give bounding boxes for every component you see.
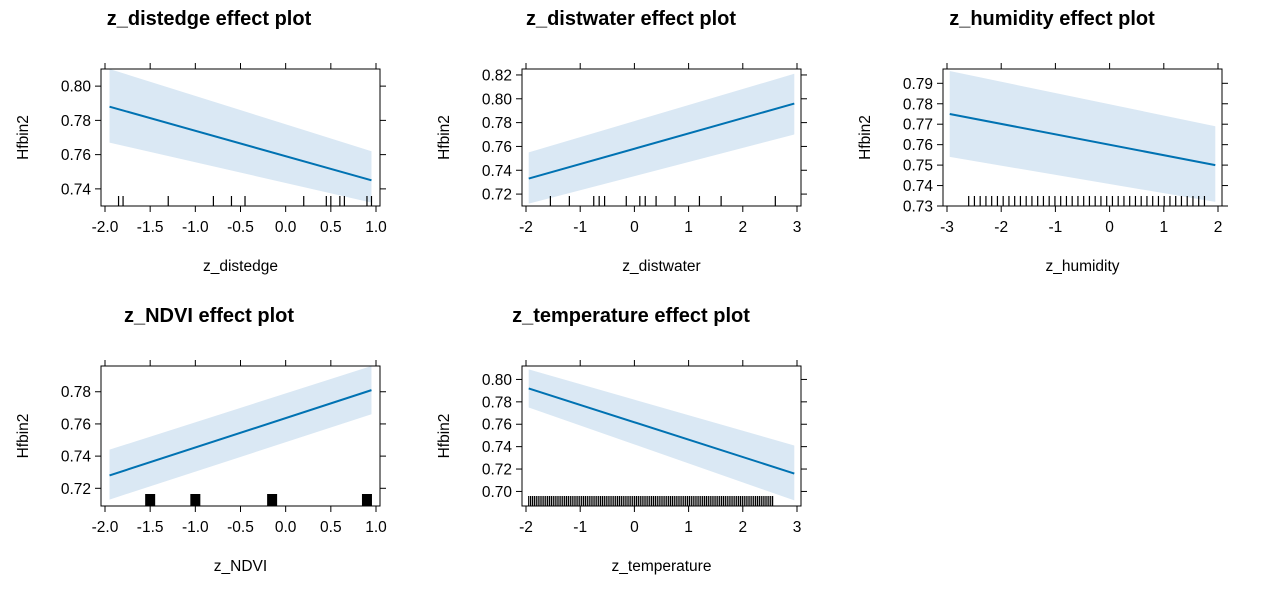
- x-tick-label: 0.5: [320, 219, 342, 236]
- x-tick-label: 0: [630, 519, 639, 536]
- effect-panel-2: z_distwater effect plot -2 -1 0 1 2 3 0.72 0.74 0…: [436, 8, 807, 275]
- x-axis-label: z_NDVI: [214, 558, 267, 575]
- x-tick-label: -0.5: [227, 519, 254, 536]
- confidence-band: [528, 369, 795, 501]
- effect-panel-5: z_temperature effect plot -2 -1 0 1 2 3 0.70 0.7…: [436, 305, 807, 575]
- y-tick-label: 0.76: [482, 417, 512, 434]
- y-tick-label: 0.72: [482, 462, 512, 479]
- x-tick-label: 2: [738, 219, 747, 236]
- x-tick-label: 3: [793, 219, 802, 236]
- x-tick-label: 0.5: [320, 519, 342, 536]
- x-tick-label: 1.0: [365, 219, 387, 236]
- y-tick-label: 0.79: [903, 76, 933, 93]
- x-tick-label: -1: [1049, 219, 1063, 236]
- panel-title: z_distedge effect plot: [107, 8, 312, 30]
- x-axis-label: z_distwater: [622, 258, 700, 275]
- y-tick-label: 0.74: [482, 439, 513, 456]
- fit-line: [528, 102, 795, 180]
- x-axis-label: z_distedge: [203, 258, 278, 275]
- y-tick-label: 0.76: [61, 416, 91, 433]
- y-axis-label: Hfbin2: [436, 414, 453, 459]
- x-tick-label: -1.0: [182, 519, 209, 536]
- panel-title: z_temperature effect plot: [512, 305, 750, 327]
- y-tick-label: 0.72: [61, 481, 91, 498]
- x-tick-label: 0.0: [275, 219, 297, 236]
- x-tick-label: 2: [1214, 219, 1223, 236]
- y-tick-label: 0.78: [61, 113, 91, 130]
- rug-block: [361, 494, 372, 506]
- panel-title: z_NDVI effect plot: [124, 305, 294, 327]
- x-tick-label: -2: [519, 519, 533, 536]
- fit-line: [949, 113, 1216, 167]
- y-tick-label: 0.78: [482, 394, 512, 411]
- y-tick-label: 0.70: [482, 484, 513, 501]
- x-tick-label: 1: [684, 519, 693, 536]
- rug-block: [267, 494, 278, 506]
- x-tick-label: -2.0: [92, 219, 119, 236]
- x-tick-label: 1.0: [365, 519, 387, 536]
- fit-line: [109, 389, 372, 477]
- y-tick-label: 0.80: [61, 79, 92, 96]
- confidence-band: [109, 69, 372, 203]
- y-tick-label: 0.78: [482, 115, 512, 132]
- x-tick-label: -2: [994, 219, 1008, 236]
- y-tick-label: 0.73: [903, 199, 933, 216]
- x-tick-label: -2.0: [92, 519, 119, 536]
- y-tick-label: 0.80: [482, 372, 513, 389]
- y-tick-label: 0.77: [903, 117, 933, 134]
- y-tick-label: 0.74: [482, 163, 513, 180]
- fit-line: [528, 387, 795, 475]
- fit-line: [109, 105, 372, 182]
- x-axis-label: z_temperature: [612, 558, 712, 575]
- rug-block: [145, 494, 156, 506]
- x-tick-label: -1.5: [137, 519, 164, 536]
- x-tick-label: 2: [738, 519, 747, 536]
- x-tick-label: 0: [630, 219, 639, 236]
- x-axis-label: z_humidity: [1045, 258, 1119, 275]
- x-tick-label: -0.5: [227, 219, 254, 236]
- panel-frame: [942, 68, 1223, 207]
- y-axis-label: Hfbin2: [15, 414, 32, 459]
- confidence-band: [528, 73, 795, 204]
- y-tick-label: 0.74: [903, 178, 934, 195]
- effect-panel-3: z_humidity effect plot -3 -2 -1 0 1 2 0.73 0.74 0…: [857, 8, 1228, 275]
- y-tick-label: 0.82: [482, 67, 512, 84]
- y-tick-label: 0.72: [482, 187, 512, 204]
- x-tick-label: 3: [793, 519, 802, 536]
- y-tick-label: 0.80: [482, 91, 513, 108]
- x-tick-label: -1.5: [137, 219, 164, 236]
- y-tick-label: 0.76: [903, 137, 933, 154]
- panel-frame: [521, 68, 802, 207]
- x-tick-label: -1: [573, 519, 587, 536]
- effect-panel-1: z_distedge effect plot -2.0 -1.5 -1.0 -0.5 0.…: [15, 8, 387, 275]
- y-tick-label: 0.78: [903, 96, 933, 113]
- x-tick-label: 0.0: [275, 519, 297, 536]
- panel-title: z_humidity effect plot: [949, 8, 1155, 30]
- x-tick-label: 0: [1105, 219, 1114, 236]
- x-tick-label: -2: [519, 219, 533, 236]
- y-tick-label: 0.74: [61, 181, 92, 198]
- x-tick-label: 1: [1159, 219, 1168, 236]
- y-axis-label: Hfbin2: [15, 115, 32, 160]
- x-tick-label: 1: [684, 219, 693, 236]
- y-axis-label: Hfbin2: [857, 115, 874, 160]
- effect-panel-4: z_NDVI effect plot -2.0 -1.5 -1.0 -0.5 0.0 0.5…: [15, 305, 387, 575]
- panel-title: z_distwater effect plot: [526, 8, 736, 30]
- panel-frame: [521, 365, 802, 507]
- y-axis-label: Hfbin2: [436, 115, 453, 160]
- x-tick-label: -1: [573, 219, 587, 236]
- y-tick-label: 0.75: [903, 158, 933, 175]
- y-tick-label: 0.78: [61, 384, 91, 401]
- y-tick-label: 0.74: [61, 449, 92, 466]
- x-tick-label: -3: [940, 219, 954, 236]
- rug-block: [190, 494, 201, 506]
- y-tick-label: 0.76: [482, 139, 512, 156]
- confidence-band: [949, 71, 1216, 202]
- x-tick-label: -1.0: [182, 219, 209, 236]
- y-tick-label: 0.76: [61, 147, 91, 164]
